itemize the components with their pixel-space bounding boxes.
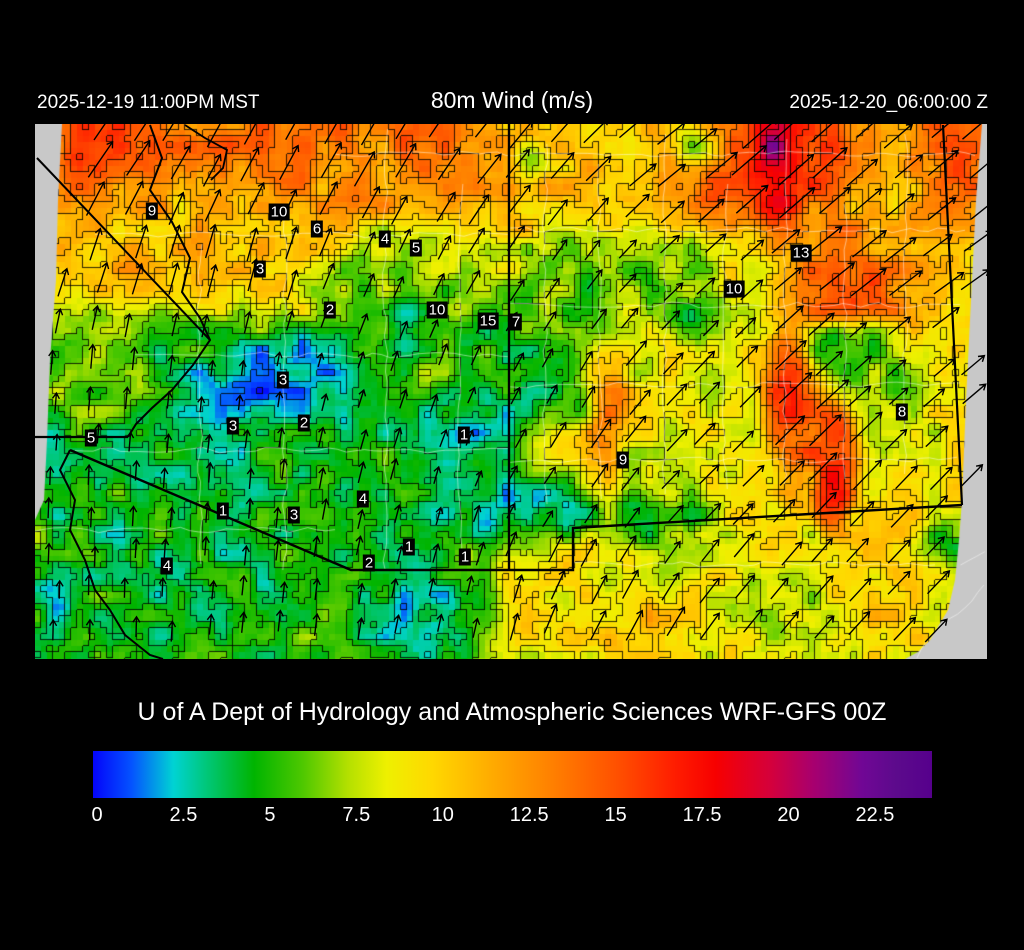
wind-speed-map: 9 10 6 3 2 4 5 10 15 7 10 13 8 3 3 2 5 1 1 3 4 9 4 2 1 1 — [35, 124, 987, 659]
colorbar-tick: 0 — [91, 804, 103, 826]
valid-time-utc: 2025-12-20_06:00:00 Z — [789, 92, 988, 113]
colorbar-tick: 10 — [431, 804, 454, 826]
speed-label: 3 — [287, 506, 301, 524]
valid-time-local: 2025-12-19 11:00PM MST — [37, 92, 260, 113]
speed-label: 10 — [723, 280, 745, 298]
border-line — [184, 124, 229, 181]
speed-label: 10 — [426, 301, 448, 319]
speed-label: 6 — [310, 220, 324, 238]
speed-label: 1 — [458, 548, 472, 566]
speed-label: 5 — [409, 239, 423, 257]
speed-label: 2 — [297, 414, 311, 432]
colorbar-tick: 20 — [777, 804, 800, 826]
speed-label: 2 — [323, 301, 337, 319]
colorbar-tick: 17.5 — [682, 804, 722, 826]
colorbar-tick: 7.5 — [342, 804, 371, 826]
border-line — [36, 157, 211, 341]
speed-label: 8 — [895, 403, 909, 421]
speed-label: 1 — [402, 538, 416, 556]
speed-label: 15 — [477, 312, 499, 330]
speed-label: 13 — [790, 244, 812, 262]
colorbar-tick: 2.5 — [169, 804, 198, 826]
colorbar-gradient — [93, 751, 932, 798]
colorbar-ticks: 0 2.5 5 7.5 10 12.5 15 17.5 20 22.5 — [91, 804, 932, 832]
speed-label: 1 — [216, 502, 230, 520]
plot-title: 80m Wind (m/s) — [430, 87, 594, 113]
state-borders — [35, 124, 964, 659]
speed-label: 7 — [509, 313, 523, 331]
colorbar-tick: 12.5 — [509, 804, 549, 826]
speed-label: 3 — [276, 371, 290, 389]
speed-label: 3 — [253, 260, 267, 278]
speed-label: 9 — [616, 451, 630, 469]
speed-label: 2 — [362, 554, 376, 572]
border-line — [941, 124, 964, 506]
colorbar-tick: 15 — [604, 804, 627, 826]
speed-label: 4 — [160, 557, 174, 575]
speed-label: 3 — [226, 417, 240, 435]
border-line — [69, 448, 963, 572]
map-overlay — [35, 124, 987, 659]
speed-label: 4 — [378, 230, 392, 248]
speed-label: 10 — [268, 203, 290, 221]
border-line — [127, 124, 212, 438]
wind-arrows — [44, 124, 987, 643]
colorbar-tick: 5 — [264, 804, 276, 826]
speed-labels-layer: 9 10 6 3 2 4 5 10 15 7 10 13 8 3 3 2 5 1 1 3 4 9 4 2 1 1 — [35, 124, 987, 659]
caption: U of A Dept of Hydrology and Atmospheric… — [137, 698, 887, 726]
border-line — [58, 449, 164, 659]
speed-label: 9 — [145, 202, 159, 220]
speed-label: 5 — [84, 429, 98, 447]
colorbar-tick: 22.5 — [855, 804, 895, 826]
speed-label: 4 — [356, 490, 370, 508]
speed-label: 1 — [457, 426, 471, 444]
